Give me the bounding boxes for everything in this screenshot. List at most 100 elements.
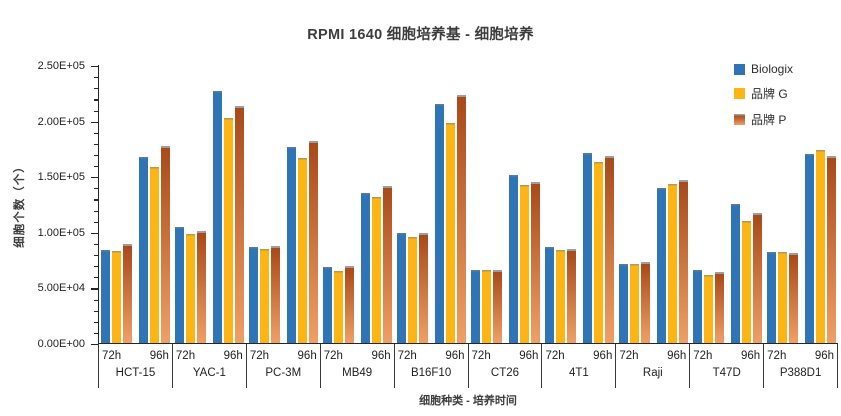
bar xyxy=(566,248,576,343)
time-label-row: 72h 96h xyxy=(469,347,542,365)
time-label: 96h xyxy=(149,350,169,362)
bar xyxy=(397,232,407,343)
bar xyxy=(692,269,702,343)
bar xyxy=(752,212,762,343)
bar xyxy=(530,181,540,343)
time-label: 72h xyxy=(693,350,713,362)
bar-group xyxy=(616,65,690,343)
bar xyxy=(678,179,688,343)
bar xyxy=(112,250,122,343)
y-tick-minor xyxy=(94,88,98,90)
time-label: 72h xyxy=(102,350,122,362)
bar xyxy=(345,266,355,343)
bar xyxy=(446,122,456,343)
legend-item: Biologix xyxy=(734,62,793,76)
bar xyxy=(629,264,639,343)
category-cell: 72h 96h B16F10 xyxy=(395,344,469,388)
y-tick-label: 0.00E+00 xyxy=(37,338,85,350)
bar xyxy=(667,184,677,343)
bar xyxy=(271,246,281,343)
legend: Biologix 品牌 G 品牌 P xyxy=(734,62,793,137)
category-label: B16F10 xyxy=(410,367,452,379)
bar xyxy=(640,261,650,343)
bar xyxy=(123,244,133,343)
time-label-row: 72h 96h xyxy=(173,347,246,365)
bar xyxy=(766,251,776,343)
y-tick-label: 1.00E+05 xyxy=(37,226,85,239)
category-label: PC-3M xyxy=(265,367,302,379)
bar xyxy=(777,251,787,343)
y-tick-label: 2.00E+05 xyxy=(37,115,85,128)
bar xyxy=(186,234,196,343)
bar-subgroup xyxy=(544,247,576,343)
category-label: T47D xyxy=(712,367,741,379)
bar xyxy=(408,237,418,343)
y-tick-minor xyxy=(94,132,98,134)
time-label: 72h xyxy=(545,350,565,362)
y-tick-label: 5.00E+04 xyxy=(37,282,85,295)
bar-subgroup xyxy=(213,90,245,343)
legend-label: 品牌 P xyxy=(751,113,787,127)
bar-group xyxy=(99,65,173,343)
bar xyxy=(260,248,270,343)
bar xyxy=(101,249,111,343)
bar-subgroup xyxy=(249,246,281,343)
bar xyxy=(604,156,614,343)
time-label: 96h xyxy=(297,350,317,362)
time-label-row: 72h 96h xyxy=(99,347,172,365)
y-tick-minor xyxy=(94,277,98,279)
legend-item: 品牌 G xyxy=(734,85,793,102)
category-label: CT26 xyxy=(490,367,520,379)
y-axis-ticks: 0.00E+00 5.00E+04 1.00E+05 1.50E+05 2.00E+05… xyxy=(0,60,98,350)
legend-item: 品牌 P xyxy=(734,111,793,128)
category-cell: 72h 96h T47D xyxy=(690,344,765,388)
bar xyxy=(361,192,371,343)
y-tick-major xyxy=(91,177,98,179)
category-cell: 72h 96h CT26 xyxy=(469,344,543,388)
category-label: 4T1 xyxy=(568,367,589,379)
y-tick-minor xyxy=(94,77,98,79)
bar xyxy=(826,156,836,343)
bar xyxy=(372,197,382,343)
y-tick-minor xyxy=(94,199,98,201)
category-cell: 72h 96h YAC-1 xyxy=(173,344,247,388)
y-tick-major xyxy=(91,232,98,234)
time-label: 72h xyxy=(619,350,639,362)
bar xyxy=(235,106,245,343)
bar xyxy=(287,147,297,343)
bar xyxy=(555,249,565,343)
time-label: 72h xyxy=(471,350,491,362)
bar-subgroup xyxy=(804,149,836,343)
plot-area xyxy=(98,65,838,344)
time-label: 96h xyxy=(223,350,243,362)
bar xyxy=(703,275,713,343)
time-label: 96h xyxy=(371,350,391,362)
bar xyxy=(481,269,491,343)
bar xyxy=(804,154,814,343)
bar-subgroup xyxy=(323,266,355,343)
time-label-row: 72h 96h xyxy=(764,347,837,365)
bar xyxy=(714,271,724,343)
time-label: 96h xyxy=(740,350,761,362)
bar-subgroup xyxy=(582,152,614,343)
time-label: 96h xyxy=(445,350,465,362)
time-label-row: 72h 96h xyxy=(616,347,689,365)
bar-subgroup xyxy=(508,175,540,343)
bar-subgroup xyxy=(397,232,429,343)
bar-subgroup xyxy=(656,179,688,343)
time-label: 72h xyxy=(175,350,196,362)
y-tick-major xyxy=(91,66,98,68)
time-label: 96h xyxy=(593,350,613,362)
time-label-row: 72h 96h xyxy=(395,347,468,365)
bar-subgroup xyxy=(730,204,762,343)
time-label: 72h xyxy=(397,350,417,362)
category-label: MB49 xyxy=(342,367,373,379)
time-label-row: 72h 96h xyxy=(247,347,320,365)
bar xyxy=(741,220,751,343)
bar xyxy=(249,247,259,343)
bar-group xyxy=(173,65,247,343)
legend-swatch-icon xyxy=(734,88,745,99)
time-label: 72h xyxy=(767,350,787,362)
time-label: 72h xyxy=(249,350,269,362)
